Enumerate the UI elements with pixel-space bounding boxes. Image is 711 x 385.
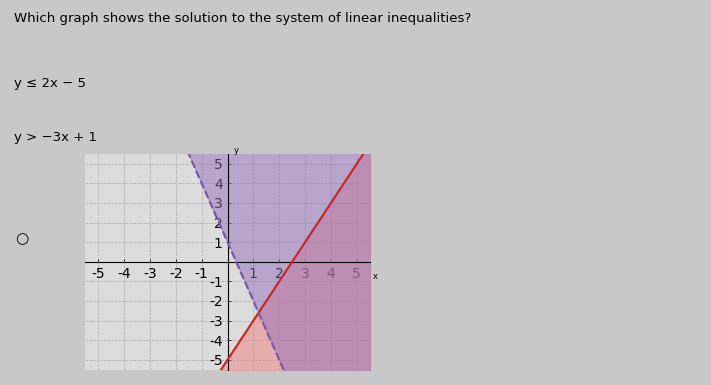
Text: ○: ○	[15, 231, 28, 246]
Text: y > −3x + 1: y > −3x + 1	[14, 131, 97, 144]
Text: Which graph shows the solution to the system of linear inequalities?: Which graph shows the solution to the sy…	[14, 12, 471, 25]
Text: y: y	[234, 146, 239, 155]
Text: y ≤ 2x − 5: y ≤ 2x − 5	[14, 77, 86, 90]
Text: x: x	[373, 271, 378, 281]
